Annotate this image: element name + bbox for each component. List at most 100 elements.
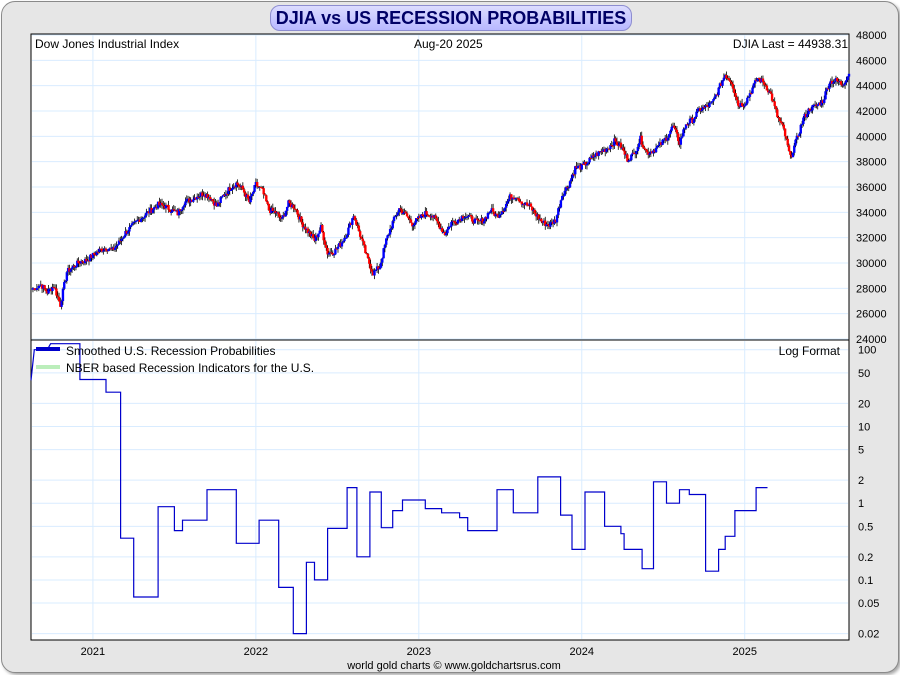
djia-candle-body — [37, 285, 41, 289]
djia-candle-body — [192, 199, 195, 202]
djia-candle-body — [72, 265, 75, 268]
djia-candle-body — [138, 219, 142, 222]
djia-candle-body — [660, 142, 663, 145]
djia-candle-body — [275, 212, 278, 214]
djia-candle-body — [278, 213, 281, 217]
djia-candle-body — [396, 212, 400, 216]
djia-candle-body — [163, 205, 166, 209]
djia-candle-body — [510, 194, 513, 200]
djia-candle-body — [366, 253, 370, 259]
djia-candle-body — [181, 207, 185, 210]
djia-candle-body — [425, 211, 428, 215]
djia-candle-body — [712, 99, 715, 102]
djia-candle-body — [447, 226, 450, 230]
djia-candle-body — [360, 236, 363, 239]
djia-candle-body — [713, 96, 716, 100]
djia-candle-body — [554, 219, 557, 223]
djia-candle-body — [519, 201, 522, 203]
djia-candle-body — [696, 108, 699, 112]
djia-candle-body — [575, 166, 578, 169]
djia-candle-body — [789, 150, 792, 155]
djia-candle-body — [33, 288, 37, 291]
djia-candle-body — [31, 288, 35, 290]
djia-candle-body — [43, 285, 46, 289]
djia-candle-body — [364, 245, 367, 254]
djia-candle-body — [151, 209, 155, 213]
djia-candle-body — [768, 91, 771, 93]
djia-candle-body — [210, 199, 213, 201]
djia-candle-body — [175, 210, 178, 212]
djia-candle-body — [593, 156, 597, 158]
djia-candle-body — [610, 145, 613, 147]
djia-candle-body — [413, 222, 417, 225]
djia-candle-body — [310, 234, 314, 237]
djia-candle-body — [411, 222, 414, 227]
djia-candle-body — [321, 225, 324, 233]
djia-candle-body — [495, 213, 499, 215]
djia-candle-body — [206, 194, 209, 199]
djia-candle-body — [78, 263, 82, 265]
djia-candle-body — [94, 254, 97, 256]
recession-y-tick-label: 20 — [858, 398, 870, 410]
djia-candle-body — [583, 161, 586, 164]
djia-candle-body — [262, 188, 265, 195]
djia-candle-body — [73, 265, 76, 268]
djia-candle-body — [735, 96, 739, 101]
djia-candle-body — [70, 267, 74, 270]
footer-credit: world gold charts © www.goldchartsrus.co… — [346, 660, 561, 672]
djia-candle-body — [332, 254, 336, 256]
djia-candle-body — [532, 209, 535, 211]
djia-candle-body — [499, 213, 503, 215]
djia-candle-body — [637, 143, 641, 147]
djia-candle-body — [566, 187, 569, 189]
djia-candle-body — [489, 211, 492, 213]
djia-candle-body — [171, 209, 174, 212]
djia-candle-body — [130, 223, 134, 226]
djia-candle-body — [231, 188, 234, 190]
djia-candle-body — [540, 218, 543, 222]
djia-candle-body — [778, 117, 782, 122]
djia-candle-body — [109, 248, 113, 250]
djia-y-tick-label: 46000 — [856, 55, 887, 67]
djia-candle-body — [355, 219, 358, 225]
djia-title: Dow Jones Industrial Index — [35, 37, 179, 51]
djia-candle-body — [309, 231, 312, 237]
djia-candle-body — [246, 194, 250, 199]
djia-candle-body — [644, 148, 647, 150]
djia-candle-body — [630, 154, 633, 161]
djia-candle-body — [63, 282, 66, 289]
djia-candle-body — [279, 216, 282, 219]
djia-candle-body — [102, 250, 105, 252]
djia-candle-body — [77, 260, 80, 264]
recession-y-tick-label: 0.1 — [858, 575, 873, 587]
djia-candle-body — [770, 93, 774, 101]
djia-candle-body — [207, 196, 211, 199]
djia-candle-body — [594, 152, 598, 157]
djia-candle-body — [139, 219, 143, 222]
djia-candle-body — [374, 270, 377, 272]
djia-candle-body — [443, 231, 447, 236]
djia-candle-body — [400, 209, 404, 214]
djia-candle-body — [431, 215, 435, 218]
djia-candle-body — [691, 117, 694, 124]
djia-candle-body — [377, 266, 380, 270]
djia-candle-body — [744, 103, 748, 106]
djia-candle-body — [511, 197, 514, 200]
djia-candle-body — [82, 262, 85, 264]
djia-candle-body — [641, 144, 645, 148]
djia-candle-body — [66, 267, 70, 273]
djia-candle-body — [769, 91, 772, 94]
djia-candle-body — [433, 215, 436, 218]
djia-candle-body — [137, 219, 140, 221]
djia-candle-body — [198, 196, 202, 198]
djia-candle-body — [141, 217, 144, 220]
djia-candle-body — [671, 125, 675, 127]
djia-candle-body — [562, 195, 565, 197]
legend-swatch-smoothed — [36, 347, 60, 351]
djia-candle-body — [416, 218, 419, 220]
djia-candle-body — [53, 287, 57, 289]
djia-y-tick-label: 48000 — [856, 30, 887, 42]
djia-candle-body — [793, 145, 796, 153]
djia-candle-body — [454, 221, 457, 224]
djia-candle-body — [564, 187, 568, 191]
